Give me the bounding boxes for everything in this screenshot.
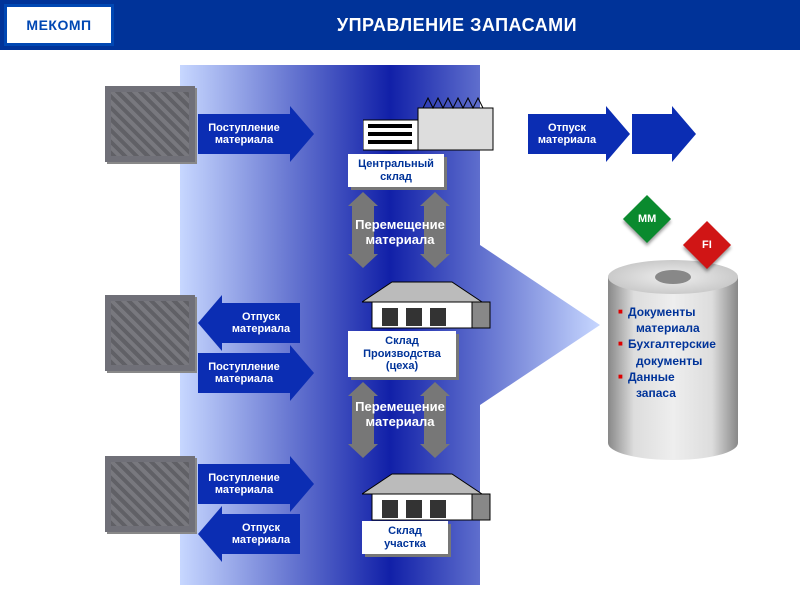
arrow-big [632,106,696,162]
logo: МЕКОМП [4,4,114,46]
diagram-stage: Центральныйсклад СкладПроизводства(цеха)… [0,50,800,600]
arrow-in3: Поступлениематериала [198,456,314,512]
photo-receiving [105,86,195,162]
database-cylinder: ДокументыматериалаБухгалтерскиедокументы… [608,260,738,460]
arrow-out3: Отпускматериала [198,506,300,562]
photo-workshop [105,295,195,371]
mid-label-1: Перемещениематериала [330,218,470,248]
building-warehouse-1 [362,272,492,330]
arrow-in2: Поступлениематериала [198,345,314,401]
building-factory [363,90,503,152]
box-central: Центральныйсклад [348,154,444,187]
db-text: ДокументыматериалаБухгалтерскиедокументы… [618,304,732,401]
arrow-out1: Отпускматериала [198,295,300,351]
mid-label-2: Перемещениематериала [330,400,470,430]
box-site: Складучастка [362,521,448,554]
arrow-in1: Поступлениематериала [198,106,314,162]
page-title: УПРАВЛЕНИЕ ЗАПАСАМИ [114,15,800,36]
arrow-out2: Отпускматериала [528,106,630,162]
diamond-mm: MM [623,195,671,243]
logo-text: МЕКОМП [26,17,91,33]
box-workshop: СкладПроизводства(цеха) [348,331,456,377]
header-bar: МЕКОМП УПРАВЛЕНИЕ ЗАПАСАМИ [0,0,800,50]
building-warehouse-2 [362,464,492,522]
photo-site [105,456,195,532]
